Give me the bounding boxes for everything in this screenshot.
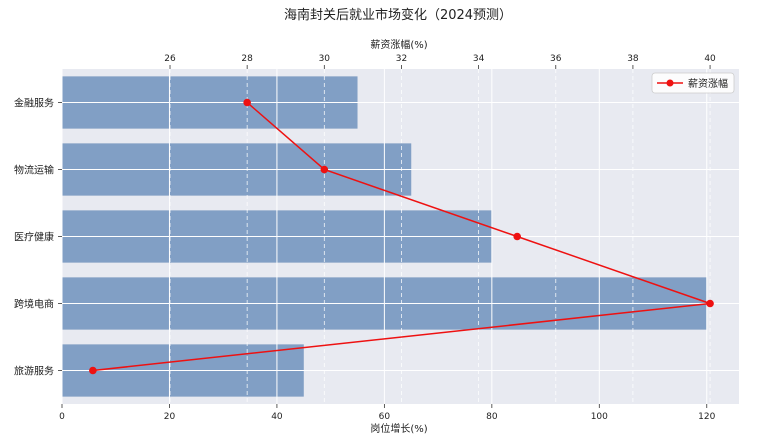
top-axis-title: 薪资涨幅(%) [370, 38, 427, 51]
y-tick-label: 医疗健康 [14, 231, 54, 244]
y-tick-label: 金融服务 [14, 97, 54, 110]
x-bottom-tick-label: 0 [59, 412, 65, 422]
x-top-tick-label: 34 [473, 54, 485, 64]
bottom-axis-title: 岗位增长(%) [370, 422, 427, 435]
x-top-tick-label: 32 [396, 54, 407, 64]
grid [61, 69, 739, 404]
legend-box [651, 72, 735, 94]
legend: 薪资涨幅 [651, 72, 735, 94]
x-bottom-tick-label: 60 [379, 412, 391, 422]
top-axis: 26 28 30 32 34 36 38 40 [164, 54, 716, 69]
x-top-tick-label: 36 [550, 54, 562, 64]
x-bottom-tick-label: 120 [698, 412, 715, 422]
legend-marker-swatch [666, 79, 674, 87]
x-bottom-tick-label: 100 [591, 412, 608, 422]
series-point [320, 165, 329, 174]
chart-title: 海南封关后就业市场变化（2024预测） [284, 7, 512, 23]
y-tick-label: 物流运输 [14, 164, 54, 177]
x-top-tick-label: 30 [319, 54, 331, 64]
x-top-tick-label: 28 [241, 54, 253, 64]
y-tick-label: 跨境电商 [14, 298, 54, 311]
line-series [89, 98, 714, 375]
x-bottom-tick-label: 20 [164, 412, 176, 422]
series-point [513, 232, 521, 241]
series-point [243, 98, 251, 107]
series-point [706, 299, 714, 308]
x-top-tick-label: 40 [704, 54, 716, 64]
x-bottom-tick-label: 80 [486, 412, 498, 422]
x-bottom-tick-label: 40 [271, 412, 283, 422]
legend-label: 薪资涨幅 [688, 77, 728, 90]
bottom-axis: 0 20 40 60 80 100 120 [59, 404, 716, 422]
x-top-tick-label: 38 [627, 54, 639, 64]
y-tick-label: 旅游服务 [14, 365, 54, 378]
x-top-tick-label: 26 [164, 54, 176, 64]
series-point [89, 366, 97, 375]
